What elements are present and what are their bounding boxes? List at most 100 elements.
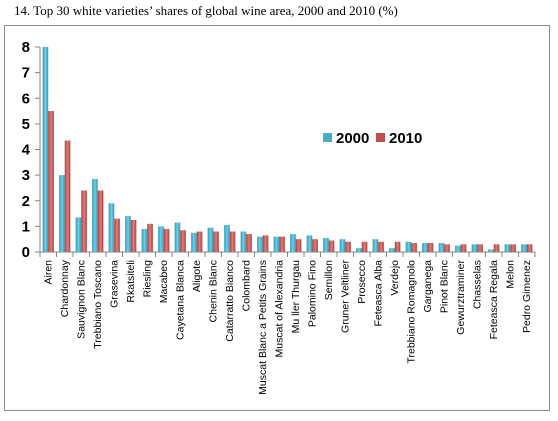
- x-tick-label: Trebbiano Romagnolo: [405, 260, 417, 364]
- x-tick-label: Sauvignon Blanc: [75, 260, 87, 339]
- x-tick-label: Muscat Blanc a Petits Grains: [257, 260, 269, 395]
- x-tick-label: Semillon: [323, 260, 335, 300]
- bar-2000-3: [92, 178, 98, 252]
- bar-2010-2: [81, 190, 87, 252]
- x-tick-label: Chenin Blanc: [207, 260, 219, 322]
- y-tick-label: 8: [22, 39, 30, 56]
- bar-2010-3: [97, 190, 104, 252]
- bar-2000-27: [488, 249, 494, 252]
- x-tick-label: Cayetana Blanca: [174, 260, 186, 340]
- y-tick-label: 7: [22, 65, 30, 82]
- y-tick-label: 3: [22, 167, 30, 184]
- bar-2010-18: [345, 241, 351, 252]
- x-tick-label: Rkatsiteli: [125, 260, 137, 303]
- bar-2010-22: [411, 243, 417, 252]
- bar-2010-12: [246, 234, 252, 252]
- bar-2000-26: [471, 244, 478, 252]
- bar-2010-24: [444, 244, 450, 252]
- bar-2000-16: [306, 235, 313, 252]
- bar-2010-5: [130, 219, 137, 252]
- x-tick-label: Melon: [504, 260, 516, 289]
- bar-2010-4: [114, 218, 120, 252]
- x-tick-label: Feteasca Regala: [488, 260, 500, 340]
- y-axis: 0 1 2 3 4 5 6 7 8: [22, 39, 41, 261]
- x-tick-label: Verdejo: [389, 260, 401, 296]
- bar-2010-6: [147, 223, 153, 252]
- x-tick-label: Prosecco: [356, 260, 368, 304]
- bar-2010-26: [477, 244, 483, 252]
- y-tick-label: 4: [22, 142, 31, 159]
- bar-2000-23: [422, 243, 428, 252]
- chart-title: 14. Top 30 white varieties’ shares of gl…: [14, 3, 398, 18]
- x-tick-label: Palomino Fino: [306, 260, 318, 327]
- bar-2010-19: [361, 241, 368, 252]
- bar-2010-7: [163, 228, 170, 252]
- x-tick-label: Aligote: [191, 260, 203, 292]
- x-tick-label: Grasevina: [108, 260, 120, 308]
- bar-2000-24: [438, 243, 445, 252]
- y-tick-label: 6: [22, 90, 30, 107]
- bar-2010-17: [328, 240, 335, 252]
- bar-2010-27: [493, 244, 500, 252]
- bar-2000-5: [125, 216, 131, 252]
- bar-2010-14: [279, 236, 285, 252]
- x-tick-label: Gewurztraminer: [455, 259, 467, 334]
- bar-2010-15: [295, 239, 302, 252]
- bar-2010-13: [262, 235, 269, 252]
- bar-2000-2: [75, 217, 82, 252]
- bar-2000-20: [372, 239, 379, 252]
- bar-2000-0: [42, 47, 49, 252]
- bar-2010-10: [213, 231, 219, 252]
- bar-2000-8: [174, 222, 181, 252]
- x-tick-label: Macabeo: [158, 260, 170, 303]
- x-tick-label: Trebbiano Toscano: [92, 260, 104, 349]
- x-tick-label: Airen: [42, 260, 54, 285]
- x-tick-label: Feteasca Alba: [372, 260, 384, 327]
- x-tick-label: Muscat of Alexandria: [273, 260, 285, 358]
- bar-2000-12: [240, 231, 247, 252]
- bar-2000-28: [504, 244, 511, 252]
- legend-label-2000: 2000: [336, 130, 369, 147]
- bar-2000-11: [224, 225, 230, 252]
- bar-2000-6: [141, 228, 148, 252]
- bar-2010-23: [427, 243, 434, 252]
- bar-2010-11: [229, 231, 236, 252]
- x-tick-label: Chardonnay: [59, 259, 71, 317]
- bar-2000-1: [59, 175, 65, 252]
- bar-2000-17: [323, 237, 329, 252]
- legend: 2000 2010: [323, 130, 422, 147]
- y-tick-label: 2: [22, 193, 30, 210]
- bar-2010-16: [312, 239, 318, 252]
- bars: [42, 47, 533, 252]
- x-tick-label: Mu ller Thurgau: [290, 260, 302, 334]
- bar-2000-14: [273, 236, 280, 252]
- bar-2010-21: [394, 241, 401, 252]
- bar-2010-29: [526, 244, 533, 252]
- bar-2000-9: [191, 232, 197, 252]
- x-tick-label: Riesling: [141, 260, 153, 298]
- x-axis: Airen Chardonnay Sauvignon Blanc Trebbiano …: [39, 251, 536, 395]
- bar-2000-4: [108, 203, 115, 252]
- bar-2000-21: [389, 248, 395, 252]
- y-tick-label: 1: [22, 218, 30, 235]
- x-tick-label: Colombard: [240, 260, 252, 312]
- bar-2010-9: [196, 231, 203, 252]
- x-tick-label: Garganega: [422, 260, 434, 313]
- bar-2010-25: [460, 244, 467, 252]
- bar-2010-8: [180, 230, 186, 252]
- bar-2000-15: [290, 234, 296, 252]
- bar-2010-1: [64, 140, 71, 252]
- bar-2000-10: [207, 227, 214, 252]
- x-tick-label: Gruner Veltliner: [339, 259, 351, 332]
- bar-2010-28: [510, 244, 516, 252]
- legend-label-2010: 2010: [389, 130, 422, 147]
- bar-2000-25: [455, 245, 461, 252]
- y-tick-label: 0: [22, 244, 30, 261]
- y-tick-label: 5: [22, 116, 30, 133]
- bar-2010-20: [378, 241, 384, 252]
- bar-2000-18: [339, 239, 346, 252]
- bar-2000-29: [521, 244, 527, 252]
- bar-2000-19: [356, 248, 362, 252]
- bar-2010-0: [48, 111, 54, 252]
